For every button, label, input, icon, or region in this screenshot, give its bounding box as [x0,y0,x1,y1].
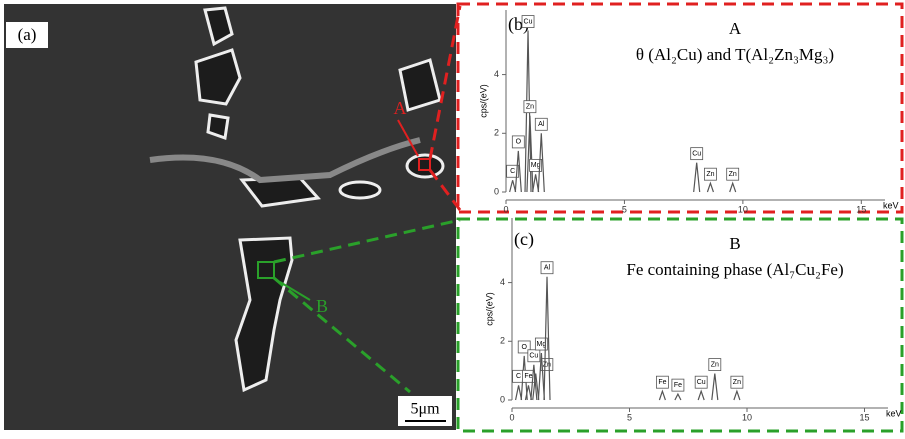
x-tick-label: 15 [856,204,866,214]
x-axis-label: keV [886,408,902,418]
peak-label: O [516,139,522,146]
x-tick-label: 5 [627,412,632,422]
y-axis-label: cps/(eV) [484,292,494,326]
peak-label: Al [538,121,545,128]
x-tick-label: 10 [742,412,752,422]
peak-label: Zn [729,171,737,178]
peak-label: C [510,168,515,175]
peak-label: C [516,373,521,380]
peak-label: Fe [658,379,666,386]
x-tick-label: 10 [738,204,748,214]
spectrum-title: B [729,234,740,253]
peak [510,180,516,192]
scale-bar-label: 5μm [410,401,440,418]
peak-label: Cu [529,353,538,360]
panel-label: (c) [514,229,534,250]
marker-a: A [394,98,407,118]
x-tick-label: 0 [503,204,508,214]
marker-b: B [316,296,328,316]
y-tick-label: 0 [494,186,499,196]
peak-label: Fe [524,373,532,380]
peak [516,385,522,400]
spectrum-subtitle: Fe containing phase (Al₇Cu₂Fe) [626,260,843,279]
peak-label: Zn [733,379,741,386]
spectrum-subtitle: θ (Al₂Cu) and T(Al₂Zn₃Mg₃) [636,45,834,64]
x-axis-label: keV [883,200,899,210]
x-tick-label: 0 [509,412,514,422]
peak-label: O [521,344,527,351]
figure: (a) A B 5μm 024051015cps/(eV)keV(b)Aθ (A… [0,0,905,434]
y-tick-label: 2 [494,128,499,138]
peak [730,183,736,192]
x-tick-label: 15 [859,412,869,422]
y-tick-label: 4 [494,69,499,79]
peak-label: Cu [524,18,533,25]
x-tick-label: 5 [622,204,627,214]
peak [698,391,704,400]
panel-label: (a) [18,25,37,44]
peak-label: Cu [692,150,701,157]
peak-label: Zn [526,104,534,111]
peak [712,374,718,400]
peak-label: Zn [711,361,719,368]
peak-label: Al [544,265,551,272]
peak [675,394,681,400]
y-tick-label: 4 [500,277,505,287]
peak [533,174,539,192]
peak [707,183,713,192]
y-tick-label: 0 [500,394,505,404]
spectrum-title: A [729,19,742,38]
y-tick-label: 2 [500,336,505,346]
peak [694,163,700,192]
peak [659,391,665,400]
y-axis-label: cps/(eV) [478,84,488,118]
peak-label: Cu [697,379,706,386]
peak-label: Fe [674,382,682,389]
peak [734,391,740,400]
peak-label: Zn [706,171,714,178]
